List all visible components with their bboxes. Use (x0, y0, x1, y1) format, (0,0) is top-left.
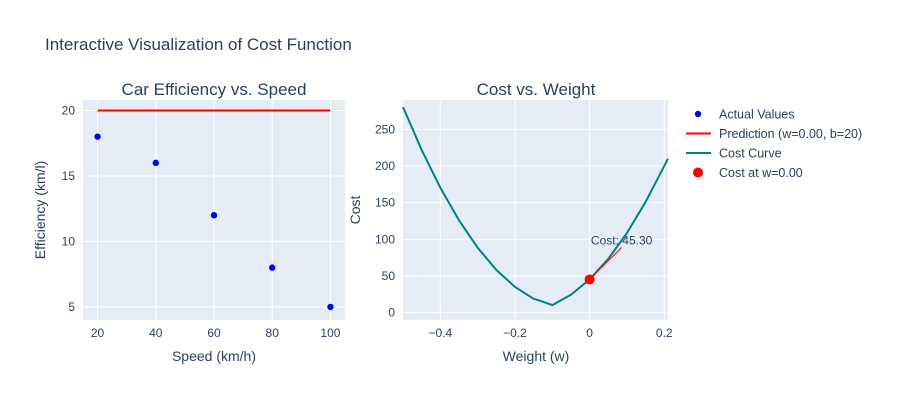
efficiency-series (94, 109, 334, 311)
efficiency-series-0-point (152, 159, 159, 167)
annotation-label: Cost: 45.30 (591, 233, 653, 247)
efficiency-tick-labels: 20 40 60 80 100 5 10 15 20 (62, 103, 341, 340)
efficiency-series-0-point (327, 303, 334, 311)
efficiency-y-axis-label: Efficiency (km/l) (32, 161, 48, 260)
efficiency-plot-title: Car Efficiency vs. Speed (122, 80, 307, 99)
cost-y-tick-label: 50 (382, 269, 396, 283)
efficiency-x-axis-label: Speed (km/h) (172, 348, 256, 364)
cost-tick-labels: −0.4 −0.2 0 0.2 0 50 100 150 200 250 (375, 122, 673, 340)
cost-x-tick-label: −0.2 (503, 326, 527, 340)
efficiency-plot[interactable]: 20 40 60 80 100 5 10 15 20 Car Efficiency vs. Sp… (32, 80, 345, 364)
legend-marker-symbol (694, 110, 702, 118)
efficiency-x-tick-label: 40 (149, 326, 163, 340)
legend-item-label: Prediction (w=0.00, b=20) (719, 127, 862, 141)
cost-plot-area (403, 100, 668, 320)
efficiency-y-tick-label: 10 (62, 234, 76, 248)
cost-y-tick-label: 0 (388, 306, 395, 320)
efficiency-series-0-point (94, 133, 101, 140)
legend-item-label: Actual Values (719, 108, 795, 122)
legend[interactable]: Actual Values Prediction (w=0.00, b=20) Co… (686, 108, 862, 181)
cost-y-tick-label: 150 (375, 196, 395, 210)
efficiency-y-tick-label: 15 (62, 169, 76, 183)
cost-y-tick-label: 100 (375, 232, 395, 246)
cost-x-axis-label: Weight (w) (503, 348, 570, 364)
cost-plot-title: Cost vs. Weight (477, 80, 596, 99)
cost-series-0-line (402, 106, 669, 307)
legend-item-label: Cost Curve (719, 147, 782, 161)
efficiency-x-tick-label: 60 (207, 326, 221, 340)
cost-x-tick-label: −0.4 (428, 326, 452, 340)
efficiency-x-tick-label: 80 (266, 326, 280, 340)
efficiency-x-tick-label: 20 (91, 326, 105, 340)
cost-y-tick-label: 200 (375, 159, 395, 173)
cost-y-tick-label: 250 (375, 122, 395, 136)
cost-x-tick-label: 0 (586, 326, 593, 340)
figure-title: Interactive Visualization of Cost Functi… (45, 35, 352, 54)
legend-marker-symbol (693, 167, 703, 178)
efficiency-x-tick-label: 100 (320, 326, 340, 340)
cost-y-axis-label: Cost (347, 196, 363, 225)
annotation-arrow (589, 247, 622, 280)
cost-x-tick-label: 0.2 (656, 326, 673, 340)
efficiency-series-0-point (210, 212, 218, 219)
efficiency-y-tick-label: 5 (68, 300, 75, 314)
cost-annotation: Cost: 45.30 (589, 233, 653, 280)
efficiency-y-tick-label: 20 (62, 103, 76, 117)
legend-item-label: Cost at w=0.00 (719, 166, 803, 180)
efficiency-series-0-point (269, 264, 276, 271)
